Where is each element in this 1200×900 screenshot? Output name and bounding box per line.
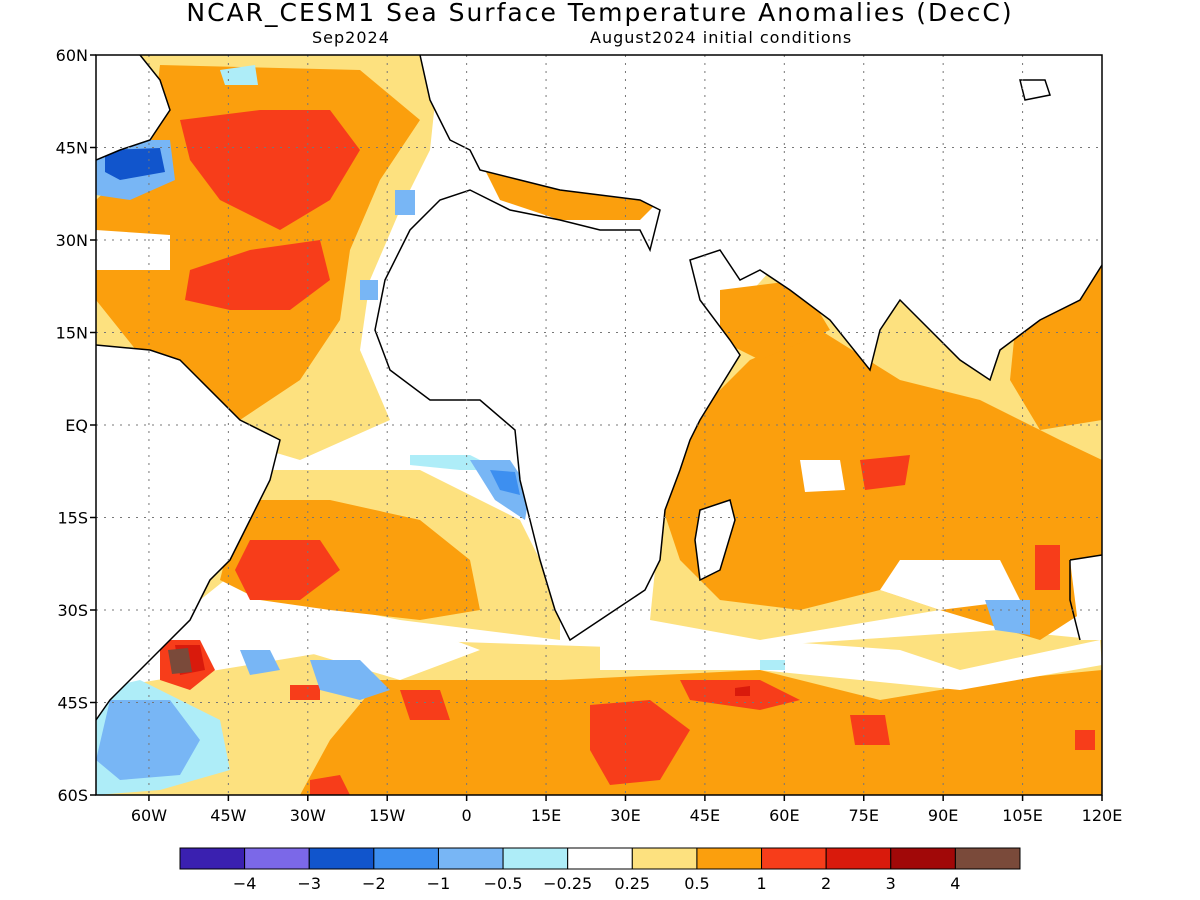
lat-label-7: 45S xyxy=(57,694,88,713)
colorbar-swatch-3 xyxy=(373,847,439,870)
colorbar-label-8: 1 xyxy=(756,874,766,893)
colorbar-swatch-1 xyxy=(244,847,310,870)
lat-label-5: 15S xyxy=(57,509,88,528)
colorbar-label-6: 0.25 xyxy=(614,874,650,893)
lon-label-5: 15E xyxy=(531,806,561,825)
colorbar xyxy=(179,847,1021,870)
colorbar-swatch-5 xyxy=(502,847,569,870)
colorbar-label-1: −3 xyxy=(297,874,321,893)
lon-label-4: 0 xyxy=(462,806,472,825)
latitude-labels: 60N 45N 30N 15N EQ 15S 30S 45S 60S xyxy=(56,46,88,805)
colorbar-swatch-8 xyxy=(696,847,763,870)
colorbar-swatch-11 xyxy=(890,847,956,870)
colorbar-swatch-0 xyxy=(179,847,246,870)
axis-ticks xyxy=(90,54,1103,801)
colorbar-label-11: 4 xyxy=(950,874,960,893)
lat-label-4: EQ xyxy=(65,416,88,435)
init-conditions-label: August2024 initial conditions xyxy=(590,28,853,47)
colorbar-swatch-10 xyxy=(825,847,892,870)
colorbar-label-9: 2 xyxy=(821,874,831,893)
lon-label-2: 30W xyxy=(290,806,326,825)
valid-month-label: Sep2024 xyxy=(312,28,390,47)
lat-label-8: 60S xyxy=(57,786,88,805)
lon-label-9: 75E xyxy=(849,806,879,825)
colorbar-label-7: 0.5 xyxy=(684,874,709,893)
lon-label-0: 60W xyxy=(131,806,167,825)
longitude-labels: 60W 45W 30W 15W 0 15E 30E 45E 60E 75E 90E 105E 120E xyxy=(131,806,1122,825)
colorbar-labels: −4 −3 −2 −1 −0.5 −0.25 0.25 0.5 1 2 3 4 xyxy=(233,874,961,893)
lon-label-3: 15W xyxy=(369,806,405,825)
colorbar-swatch-6 xyxy=(567,847,633,870)
lat-label-1: 45N xyxy=(56,139,88,158)
colorbar-label-5: −0.25 xyxy=(543,874,592,893)
lon-label-8: 60E xyxy=(769,806,799,825)
colorbar-swatch-2 xyxy=(308,847,375,870)
colorbar-swatch-12 xyxy=(954,847,1021,870)
graticule xyxy=(96,55,1102,795)
colorbar-swatch-7 xyxy=(631,847,698,870)
lon-label-10: 90E xyxy=(928,806,958,825)
lat-label-6: 30S xyxy=(57,601,88,620)
lon-label-11: 105E xyxy=(1002,806,1043,825)
colorbar-label-2: −2 xyxy=(362,874,386,893)
lat-label-0: 60N xyxy=(56,46,88,65)
chart-title: NCAR_CESM1 Sea Surface Temperature Anoma… xyxy=(186,0,1014,27)
sst-anomaly-field xyxy=(96,55,1102,795)
lon-label-1: 45W xyxy=(210,806,246,825)
colorbar-label-0: −4 xyxy=(233,874,257,893)
lon-label-6: 30E xyxy=(610,806,640,825)
colorbar-swatch-4 xyxy=(437,847,504,870)
lon-label-12: 120E xyxy=(1082,806,1123,825)
lat-label-3: 15N xyxy=(56,324,88,343)
lon-label-7: 45E xyxy=(690,806,720,825)
lat-label-2: 30N xyxy=(56,231,88,250)
colorbar-label-4: −0.5 xyxy=(484,874,523,893)
colorbar-label-10: 3 xyxy=(886,874,896,893)
colorbar-swatch-9 xyxy=(761,847,827,870)
colorbar-label-3: −1 xyxy=(427,874,451,893)
